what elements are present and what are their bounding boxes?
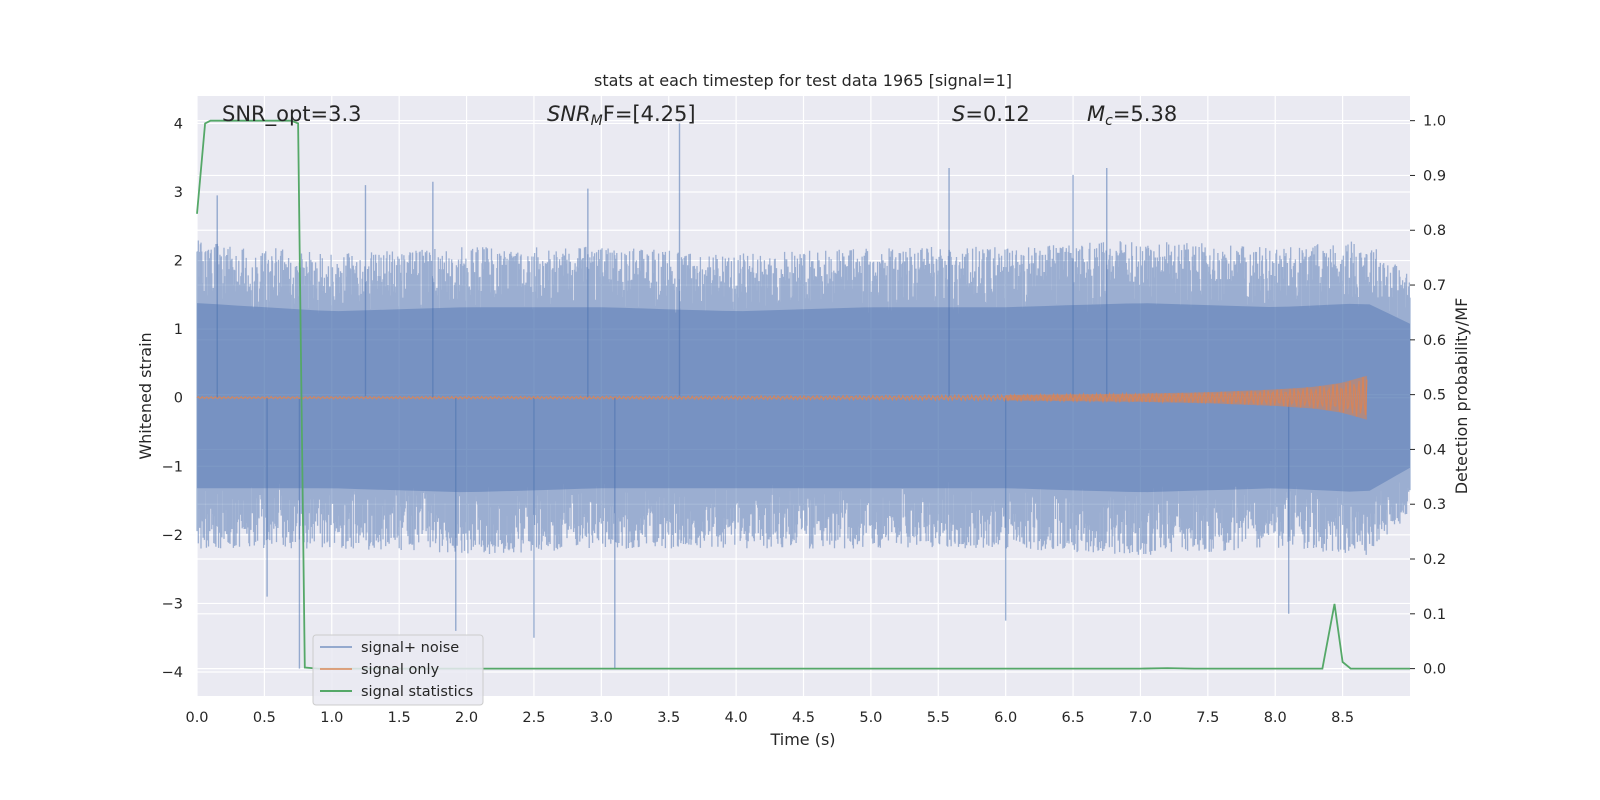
right-tick-label: 1.0 <box>1423 114 1446 130</box>
signal-statistics-layer <box>196 119 1410 670</box>
left-tick-label: −4 <box>162 665 183 681</box>
x-tick-label: 1.5 <box>388 710 411 726</box>
chart-title: stats at each timestep for test data 196… <box>594 71 1012 90</box>
right-tick-label: 0.1 <box>1423 607 1446 623</box>
right-tick-label: 0.7 <box>1423 278 1446 294</box>
right-tick-label: 0.8 <box>1423 223 1446 239</box>
right-tick-label: 0.9 <box>1423 168 1446 184</box>
x-tick-label: 4.5 <box>792 710 815 726</box>
right-tick-label: 0.3 <box>1423 497 1446 513</box>
x-tick-label: 7.5 <box>1196 710 1219 726</box>
x-axis-ticks: 0.0 0.5 1.0 1.5 2.0 2.5 3.0 3.5 4.0 4.5 5.0 5.5 6.0 6… <box>185 710 1354 726</box>
x-tick-label: 2.5 <box>522 710 545 726</box>
x-tick-label: 5.5 <box>927 710 950 726</box>
left-axis-ticks: 4 3 2 1 0 −1 −2 −3 −4 <box>162 116 183 681</box>
x-tick-label: 5.0 <box>859 710 882 726</box>
x-tick-label: 8.0 <box>1264 710 1287 726</box>
left-axis-label: Whitened strain <box>136 332 155 459</box>
legend: signal+ noise signal only signal statist… <box>312 634 484 706</box>
right-axis-label: Detection probability/MF <box>1452 298 1471 495</box>
signal-statistics-line <box>196 119 1410 670</box>
x-tick-label: 2.0 <box>455 710 478 726</box>
plot-area <box>196 96 1411 696</box>
s-annotation: S=0.12 <box>952 102 1030 126</box>
s-main: S <box>952 102 965 126</box>
left-tick-label: −2 <box>162 528 183 544</box>
legend-label-signal-only: signal only <box>361 662 440 678</box>
annotations: SNR_opt=3.3 SNRMF=[4.25] S=0.12 Mc=5.38 <box>222 102 1177 129</box>
x-tick-label: 3.0 <box>590 710 613 726</box>
right-tick-label: 0.5 <box>1423 388 1446 404</box>
signal-only-envelope <box>1005 375 1367 420</box>
right-tick-label: 0.6 <box>1423 333 1446 349</box>
legend-label-signal-noise: signal+ noise <box>361 640 459 656</box>
mc-sub: c <box>1105 113 1113 129</box>
left-tick-label: −1 <box>162 459 183 475</box>
right-tick-label: 0.2 <box>1423 552 1446 568</box>
x-tick-label: 0.0 <box>185 710 208 726</box>
left-tick-label: 2 <box>174 254 183 270</box>
x-tick-label: 6.0 <box>994 710 1017 726</box>
snr-mf-annotation: SNRMF=[4.25] <box>547 102 696 129</box>
snr-mf-rest: F=[4.25] <box>603 102 696 126</box>
mc-main: M <box>1087 102 1105 126</box>
x-tick-label: 6.5 <box>1062 710 1085 726</box>
x-tick-label: 3.5 <box>657 710 680 726</box>
mc-annotation: Mc=5.38 <box>1087 102 1177 129</box>
left-tick-label: 0 <box>174 391 183 407</box>
x-axis-label: Time (s) <box>769 730 835 749</box>
right-axis-ticks: 1.0 0.9 0.8 0.7 0.6 0.5 0.4 0.3 0.2 0.1 0.0 <box>1410 114 1446 678</box>
x-tick-label: 1.0 <box>320 710 343 726</box>
snr-opt-annotation: SNR_opt=3.3 <box>222 102 362 127</box>
right-tick-label: 0.0 <box>1423 662 1446 678</box>
snr-mf-sub: M <box>591 113 603 129</box>
right-tick-label: 0.4 <box>1423 442 1446 458</box>
s-rest: =0.12 <box>965 102 1029 126</box>
left-tick-label: 1 <box>174 322 183 338</box>
x-tick-label: 8.5 <box>1331 710 1354 726</box>
x-tick-label: 7.0 <box>1129 710 1152 726</box>
mc-rest: =5.38 <box>1113 102 1177 126</box>
x-tick-label: 0.5 <box>253 710 276 726</box>
left-tick-label: 3 <box>174 185 183 201</box>
signal-only-layer <box>196 375 1368 420</box>
left-tick-label: −3 <box>162 596 183 612</box>
x-tick-label: 4.0 <box>725 710 748 726</box>
snr-mf-main: SNR <box>547 102 591 126</box>
legend-label-signal-statistics: signal statistics <box>361 684 473 700</box>
legend-box <box>312 634 484 706</box>
left-tick-label: 4 <box>174 116 183 132</box>
